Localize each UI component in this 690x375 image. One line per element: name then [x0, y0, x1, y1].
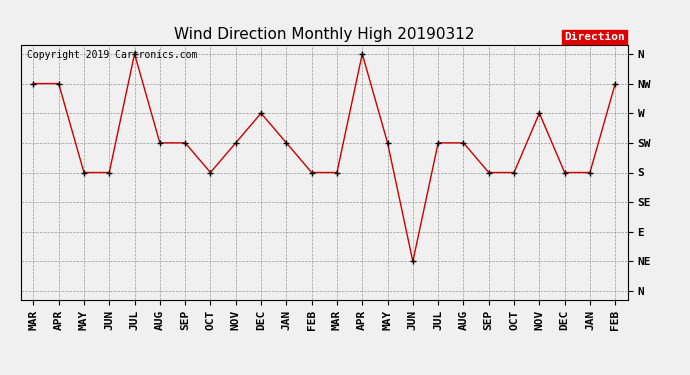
Title: Wind Direction Monthly High 20190312: Wind Direction Monthly High 20190312	[174, 27, 475, 42]
Text: Direction: Direction	[564, 32, 625, 42]
Text: Copyright 2019 Cartronics.com: Copyright 2019 Cartronics.com	[27, 50, 197, 60]
